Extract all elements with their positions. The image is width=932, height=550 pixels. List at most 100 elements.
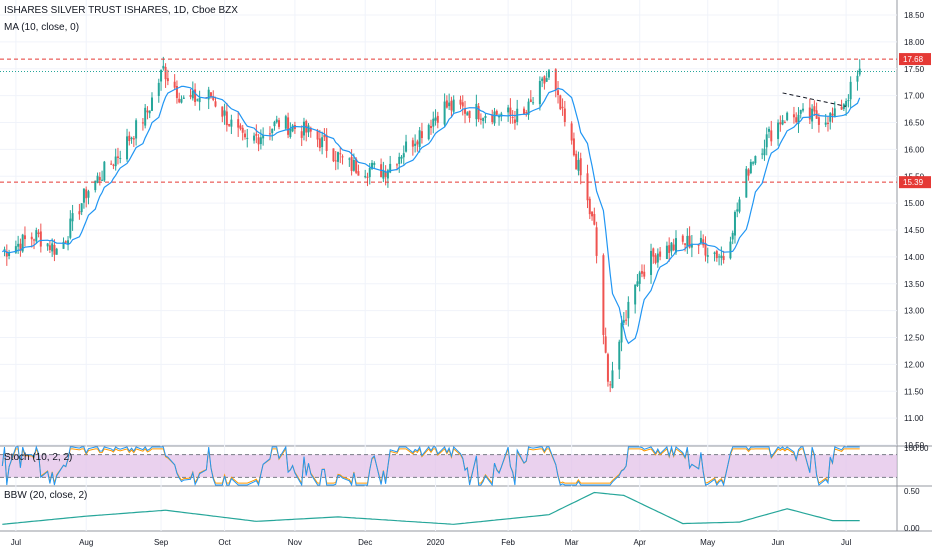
candle-body xyxy=(699,237,702,244)
candle-body xyxy=(194,89,197,103)
candle-body xyxy=(19,243,22,251)
candle-body xyxy=(484,116,487,118)
candle-body xyxy=(405,141,408,152)
candle-body xyxy=(355,158,358,173)
candle-body xyxy=(557,90,560,95)
candle-body xyxy=(575,153,578,170)
candle-body xyxy=(588,198,591,215)
candle-body xyxy=(166,78,169,82)
candle-body xyxy=(309,127,312,132)
candle-body xyxy=(196,99,199,101)
candle-body xyxy=(148,110,151,114)
price-tick-label: 13.00 xyxy=(904,307,925,316)
candle-body xyxy=(427,124,430,140)
candle-body xyxy=(352,159,355,171)
candle-body xyxy=(132,138,135,140)
candle-body xyxy=(411,140,414,147)
candle-body xyxy=(348,158,351,160)
candle-body xyxy=(781,120,784,125)
candle-body xyxy=(182,97,185,99)
candle-body xyxy=(37,232,40,235)
candle-body xyxy=(670,242,673,252)
candle-body xyxy=(799,109,802,114)
time-tick-label: Jul xyxy=(841,538,851,547)
candle-body xyxy=(114,156,117,167)
candle-body xyxy=(357,171,360,176)
price-tick-label: 17.50 xyxy=(904,65,925,74)
candle-body xyxy=(690,243,693,248)
candle-body xyxy=(198,97,201,103)
candle-body xyxy=(856,75,859,82)
candle-body xyxy=(591,211,594,217)
candle-body xyxy=(402,153,405,158)
time-tick-label: Aug xyxy=(79,538,93,547)
candle-body xyxy=(638,272,641,284)
price-tick-label: 16.00 xyxy=(904,145,925,154)
price-tick-label: 11.00 xyxy=(904,414,924,423)
candle-body xyxy=(656,253,659,263)
candle-body xyxy=(368,168,371,178)
candle-body xyxy=(21,234,24,252)
candle-body xyxy=(604,336,607,353)
candles xyxy=(3,56,861,393)
candle-body xyxy=(96,175,99,183)
bbw-tick-label: 0.00 xyxy=(904,524,920,533)
candle-body xyxy=(650,250,653,275)
price-tick-label: 10.50 xyxy=(904,441,925,450)
candle-body xyxy=(824,122,827,125)
candle-body xyxy=(636,281,639,286)
candle-body xyxy=(466,112,469,116)
candle-body xyxy=(593,214,596,225)
bbw-tick-label: 0.50 xyxy=(904,487,920,496)
candle-body xyxy=(110,163,113,165)
candle-body xyxy=(130,137,133,140)
candle-body xyxy=(797,114,800,124)
price-tick-label: 15.00 xyxy=(904,199,925,208)
candle-body xyxy=(255,133,258,136)
candle-body xyxy=(681,235,684,242)
chart-title: ISHARES SILVER TRUST ISHARES, 1D, Cboe B… xyxy=(4,5,238,16)
candle-body xyxy=(713,252,716,254)
candle-body xyxy=(817,117,820,125)
candle-body xyxy=(420,131,423,139)
price-tick-label: 13.50 xyxy=(904,280,925,289)
candle-body xyxy=(173,81,176,88)
candle-body xyxy=(371,162,374,169)
candle-body xyxy=(189,95,192,97)
candle-body xyxy=(543,76,546,84)
level-price-label: 15.39 xyxy=(903,178,924,187)
candle-body xyxy=(175,86,178,98)
candle-body xyxy=(702,239,705,246)
candle-body xyxy=(212,96,215,100)
candle-body xyxy=(745,168,748,198)
time-tick-label: May xyxy=(700,538,715,547)
candle-body xyxy=(674,238,677,253)
candle-body xyxy=(640,271,643,274)
candle-body xyxy=(103,161,106,181)
candle-body xyxy=(23,235,26,240)
candle-body xyxy=(209,92,212,97)
candle-body xyxy=(389,163,392,173)
candle-body xyxy=(418,130,421,147)
candle-body xyxy=(386,170,389,179)
candle-body xyxy=(538,80,541,105)
candle-body xyxy=(563,108,566,122)
candle-body xyxy=(761,153,764,155)
candle-body xyxy=(611,370,614,388)
candle-body xyxy=(239,125,242,129)
level-price-label: 17.68 xyxy=(903,55,924,64)
candle-body xyxy=(384,171,387,177)
candle-body xyxy=(511,116,514,118)
candle-body xyxy=(436,115,439,123)
candle-body xyxy=(747,169,750,176)
candle-body xyxy=(738,199,741,212)
candle-body xyxy=(373,162,376,165)
candle-body xyxy=(323,135,326,138)
time-tick-label: Jul xyxy=(11,538,21,547)
stoch-k-line xyxy=(1,445,860,487)
candle-body xyxy=(85,189,88,199)
candle-body xyxy=(316,130,319,140)
bbw-legend: BBW (20, close, 2) xyxy=(4,490,88,501)
candle-body xyxy=(579,158,582,176)
